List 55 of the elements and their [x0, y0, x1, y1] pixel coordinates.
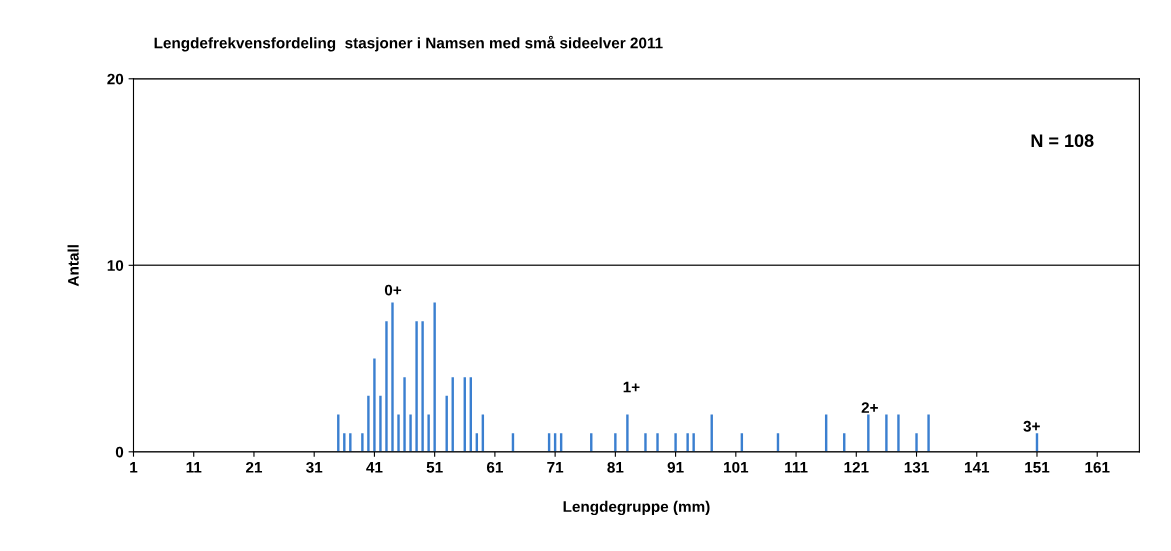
x-tick-label: 51	[426, 462, 443, 473]
x-tick-label: 161	[1085, 461, 1110, 473]
x-tick-label: 71	[547, 462, 564, 473]
bar	[614, 433, 617, 452]
y-tick-label: 10	[107, 260, 124, 271]
annotation: 3+	[1023, 420, 1040, 432]
bar	[361, 433, 364, 452]
bar	[897, 414, 900, 452]
x-tick-label: 21	[245, 461, 263, 473]
bar	[885, 414, 888, 452]
y-axis-title: Antall	[67, 245, 79, 287]
x-tick-label: 151	[1025, 462, 1050, 473]
bar	[379, 395, 382, 452]
x-tick-label: 131	[904, 461, 929, 473]
x-tick-label: 101	[724, 461, 749, 473]
x-tick-label: 111	[785, 462, 808, 473]
x-tick-label: 141	[964, 462, 990, 473]
annotation: 2+	[861, 402, 878, 413]
bar	[343, 433, 346, 452]
bar	[626, 414, 629, 452]
chart-title: Lengdefrekvensfordeling stasjoner i Namsen med små sideelver 2011	[154, 35, 663, 52]
bar	[349, 433, 352, 452]
bar	[415, 321, 418, 452]
bar	[686, 433, 689, 452]
y-tick-label: 20	[107, 73, 124, 85]
x-tick-label: 61	[486, 461, 503, 473]
annotation: 0+	[384, 284, 402, 296]
annotation: N = 108	[1031, 134, 1094, 148]
bar	[927, 414, 930, 452]
x-tick-label: 41	[366, 462, 383, 473]
bar	[421, 321, 424, 452]
x-tick-label: 1	[130, 462, 138, 473]
bar	[427, 414, 430, 452]
y-tick-label: 0	[115, 446, 124, 458]
bar	[367, 395, 370, 452]
bar	[397, 414, 400, 452]
bar	[409, 414, 412, 452]
bar	[915, 433, 918, 452]
bar	[373, 358, 376, 452]
bar	[692, 433, 695, 452]
bar	[403, 377, 406, 452]
bar	[867, 414, 870, 452]
annotation: 1+	[623, 381, 640, 393]
bar	[644, 433, 647, 452]
x-tick-label: 91	[667, 461, 684, 473]
x-tick-label: 81	[607, 461, 624, 473]
bar	[674, 433, 677, 452]
x-axis-title: Lengdegruppe (mm)	[563, 500, 710, 516]
x-tick-label: 11	[186, 462, 202, 473]
bar	[433, 302, 436, 452]
bar	[656, 433, 659, 452]
bar	[385, 321, 388, 452]
x-tick-label: 31	[306, 461, 323, 473]
x-tick-label: 121	[844, 461, 869, 473]
bar	[391, 302, 394, 452]
